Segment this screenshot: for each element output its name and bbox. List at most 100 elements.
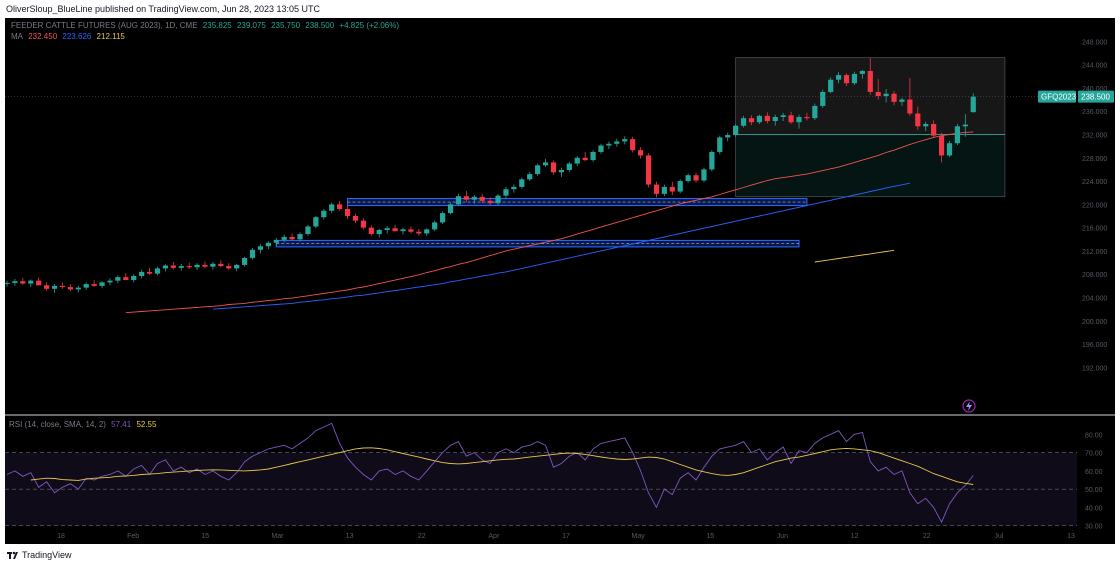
candle-body	[99, 282, 105, 286]
tradingview-logo-icon	[7, 551, 18, 559]
ma-slow-value: 223.626	[62, 32, 92, 41]
candle-body	[115, 277, 121, 281]
candle-body	[67, 287, 73, 290]
ma-fast-value: 232.450	[28, 32, 58, 41]
candle-body	[392, 228, 398, 232]
candle-body	[970, 96, 976, 113]
lightning-icon	[962, 399, 976, 413]
candle-body	[590, 151, 596, 161]
price-tag: 238.500	[1081, 93, 1110, 102]
price-tick-label: 224.000	[1082, 179, 1107, 186]
ohlc-open: 235.825	[202, 21, 232, 30]
candle-body	[598, 145, 604, 152]
candle-body	[139, 271, 145, 276]
symbol-legend: FEEDER CATTLE FUTURES (AUG 2023), 1D, CM…	[11, 21, 402, 30]
ma-long-value: 212.115	[96, 32, 125, 41]
candle-body	[265, 242, 271, 247]
rsi-legend: RSI (14, close, SMA, 14, 2) 57.41 52.55	[9, 420, 159, 429]
candle-body	[558, 169, 564, 173]
candle-body	[368, 227, 374, 235]
candle-body	[59, 285, 66, 288]
candle-body	[709, 151, 715, 170]
price-tick-label: 244.000	[1082, 63, 1107, 70]
ma-long-line	[814, 249, 895, 263]
candle-body	[812, 105, 818, 119]
candle-body	[289, 236, 295, 240]
lightning-icon-bolt	[966, 401, 972, 411]
candle-body	[614, 141, 620, 144]
candle-body	[946, 143, 953, 156]
candle-body	[954, 126, 960, 144]
time-tick-label: 13	[346, 533, 354, 540]
candle-body	[820, 91, 826, 106]
candle-body	[843, 75, 850, 84]
candle-body	[400, 229, 406, 232]
price-tag-bg	[1078, 90, 1114, 103]
candle-body	[574, 157, 580, 164]
candle-body	[440, 213, 446, 223]
rsi-ma-value: 52.55	[136, 420, 157, 429]
time-tick-label: 22	[923, 533, 931, 540]
candle-body	[867, 70, 873, 92]
price-tick-label: 220.000	[1082, 202, 1107, 209]
candle-body	[487, 200, 493, 204]
candle-body	[91, 284, 97, 286]
ohlc-close: 238.500	[305, 21, 335, 30]
candle-body	[28, 280, 34, 284]
chart-svg[interactable]: GFQ2023 238.500 248.000 244.000 240.000 236.0…	[5, 18, 1115, 544]
candle-body	[186, 266, 192, 268]
candle-body	[297, 234, 303, 240]
candle-body	[645, 155, 652, 185]
candle-body	[44, 285, 50, 289]
rsi-tick-label: 30.00	[1085, 524, 1103, 531]
candle-body	[677, 181, 683, 192]
footer: TradingView	[0, 545, 1120, 565]
candle-body	[899, 99, 905, 102]
price-tick-label: 204.000	[1082, 296, 1107, 303]
candle-body	[432, 222, 438, 230]
candle-body	[218, 263, 224, 267]
candle-body	[242, 257, 248, 265]
rsi-line	[6, 422, 974, 524]
price-tick-label: 232.000	[1082, 132, 1107, 139]
price-tick-label: 208.000	[1082, 272, 1107, 279]
candle-body	[566, 163, 572, 170]
candle-body	[226, 266, 232, 269]
time-tick-label: Apr	[488, 533, 500, 540]
candle-body	[352, 216, 359, 221]
candle-body	[550, 162, 557, 173]
candle-body	[273, 239, 279, 243]
rsi-tick-label: 60.00	[1085, 469, 1103, 476]
candle-body	[249, 249, 256, 258]
candle-body	[907, 99, 913, 114]
time-tick-label: May	[632, 533, 646, 540]
candle-body	[479, 196, 485, 201]
candle-body	[424, 229, 430, 234]
candle-body	[622, 139, 628, 142]
price-tick-label: 212.000	[1082, 249, 1107, 256]
candle-body	[582, 157, 588, 161]
time-tick-label: Jul	[994, 533, 1003, 540]
candle-body	[495, 195, 501, 204]
candle-body	[859, 70, 865, 74]
candle-body	[162, 265, 168, 269]
candle-body	[202, 264, 208, 267]
footer-brand: TradingView	[22, 550, 72, 560]
candle-body	[154, 268, 161, 274]
time-tick-label: 13	[1067, 533, 1075, 540]
candle-body	[780, 115, 786, 117]
candle-body	[321, 210, 327, 218]
chart-panel[interactable]: GFQ2023 238.500 248.000 244.000 240.000 236.0…	[5, 18, 1115, 544]
price-tick-label: 228.000	[1082, 156, 1107, 163]
candle-body	[915, 113, 921, 127]
candle-body	[344, 209, 351, 216]
time-tick-label: 12	[851, 533, 859, 540]
candle-body	[234, 264, 240, 269]
candle-body	[693, 175, 699, 181]
price-tick-label: 200.000	[1082, 319, 1107, 326]
ma-slow-line	[212, 182, 910, 310]
candle-body	[685, 175, 691, 182]
candle-body	[51, 285, 58, 289]
candle-body	[20, 281, 26, 284]
rsi-tick-label: 70.00	[1085, 451, 1103, 458]
